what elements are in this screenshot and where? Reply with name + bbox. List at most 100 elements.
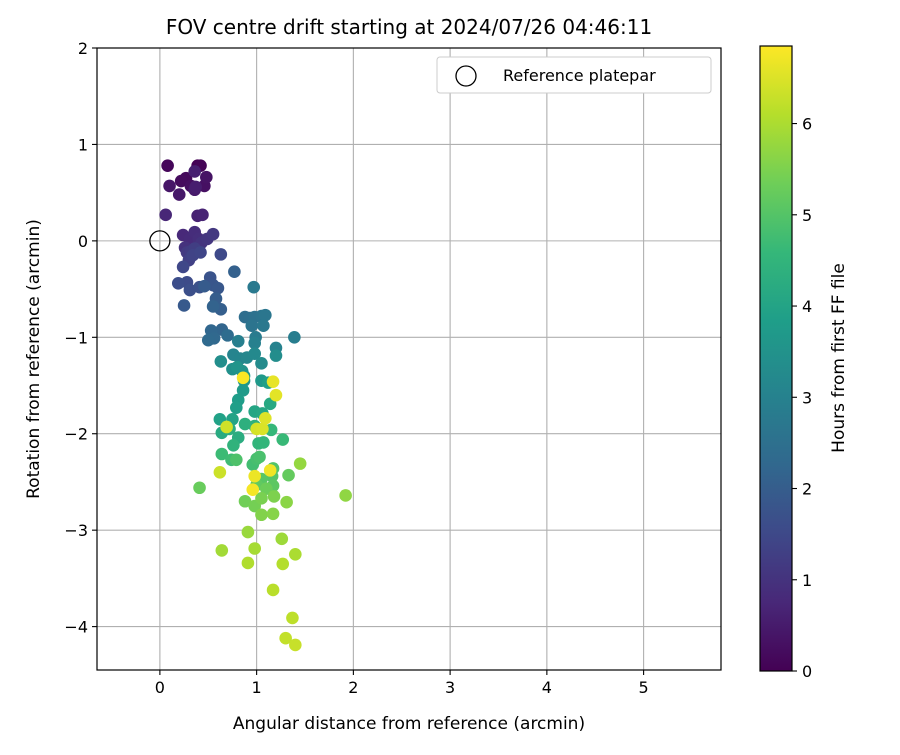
data-point [163,179,176,193]
data-point [241,556,255,570]
data-point [213,466,227,479]
data-point [260,482,273,496]
data-point [279,631,292,645]
data-point [236,371,250,385]
data-point [259,308,272,322]
data-point [188,165,202,178]
data-point [172,188,186,201]
reference-platepar-marker [149,230,171,252]
data-point [248,336,261,350]
y-tick-label: −1 [64,328,88,347]
data-point [171,276,185,290]
colorbar-gradient [759,45,793,672]
x-axis-label: Angular distance from reference (arcmin) [233,714,585,734]
colorbar-tick-label: 1 [802,571,812,590]
y-tick-label: −3 [64,521,88,540]
y-tick-label: −2 [64,425,88,444]
data-point [275,532,289,546]
data-point [198,279,211,293]
data-point [293,457,307,470]
data-point [266,583,280,597]
data-point [161,159,174,172]
data-point [200,170,213,184]
data-point [289,638,302,652]
data-point [248,469,261,483]
data-points [159,159,352,652]
data-point [196,208,209,222]
legend-box [436,56,712,94]
data-point [339,489,352,502]
data-point [257,319,270,333]
x-tick-label: 0 [155,678,165,697]
colorbar-label: Hours from first FF file [829,263,849,453]
legend: Reference platepar [436,56,712,94]
x-tick-label: 5 [639,678,649,697]
chart-title: FOV centre drift starting at 2024/07/26 … [166,15,652,39]
data-point [267,490,281,503]
data-point [266,375,280,388]
data-point [194,246,207,259]
colorbar-tick-label: 6 [802,115,812,134]
data-point [206,227,220,241]
x-tick-label: 1 [252,678,262,697]
data-point [269,388,283,402]
data-point [206,300,220,313]
data-point [236,384,250,397]
data-point [238,417,252,431]
data-point [177,299,191,312]
data-point [246,483,260,496]
data-point [276,557,290,571]
data-point [220,420,233,434]
data-point [189,180,202,194]
y-axis-ticks: 2 1 0 −1 −2 −3 −4 [64,39,97,637]
legend-label-reference: Reference platepar [503,66,656,85]
colorbar: 0 1 2 3 4 5 6 Hours from first FF file [759,45,849,681]
data-point [231,334,245,348]
data-point [263,464,277,477]
colorbar-tick-label: 3 [802,388,812,407]
data-point [241,525,255,539]
x-tick-label: 3 [445,678,455,697]
data-point [286,611,299,625]
plot-frame [96,47,722,671]
data-point [266,507,280,521]
data-point [248,542,261,555]
grid-lines [97,47,721,670]
y-tick-label: 1 [78,135,88,154]
colorbar-tick-label: 2 [802,480,812,499]
data-point [183,283,197,297]
data-point [174,174,188,188]
data-point [276,433,290,446]
data-point [159,208,172,222]
data-point [256,422,269,436]
data-point [269,349,283,362]
x-axis-ticks: 0 1 2 3 4 5 [155,670,649,697]
data-point [288,331,301,344]
data-point [230,360,244,374]
data-point [280,495,293,509]
data-point [230,401,243,414]
x-tick-label: 4 [542,678,552,697]
data-point [259,412,272,425]
data-point [201,333,215,347]
data-point [253,450,266,464]
data-point [257,436,270,449]
colorbar-tick-label: 0 [802,662,812,681]
y-axis-label: Rotation from reference (arcmin) [24,219,44,499]
data-point [211,281,225,295]
data-point [255,492,268,505]
data-point [176,260,190,274]
data-point [214,248,228,261]
data-point [214,355,228,368]
data-point [248,347,261,360]
data-point [193,481,206,495]
data-point [238,494,252,508]
data-point [255,357,268,370]
data-point [215,447,229,461]
data-point [230,453,243,467]
y-tick-label: 2 [78,39,88,58]
colorbar-tick-label: 5 [802,206,812,225]
y-tick-label: 0 [78,232,88,251]
data-point [228,265,241,279]
